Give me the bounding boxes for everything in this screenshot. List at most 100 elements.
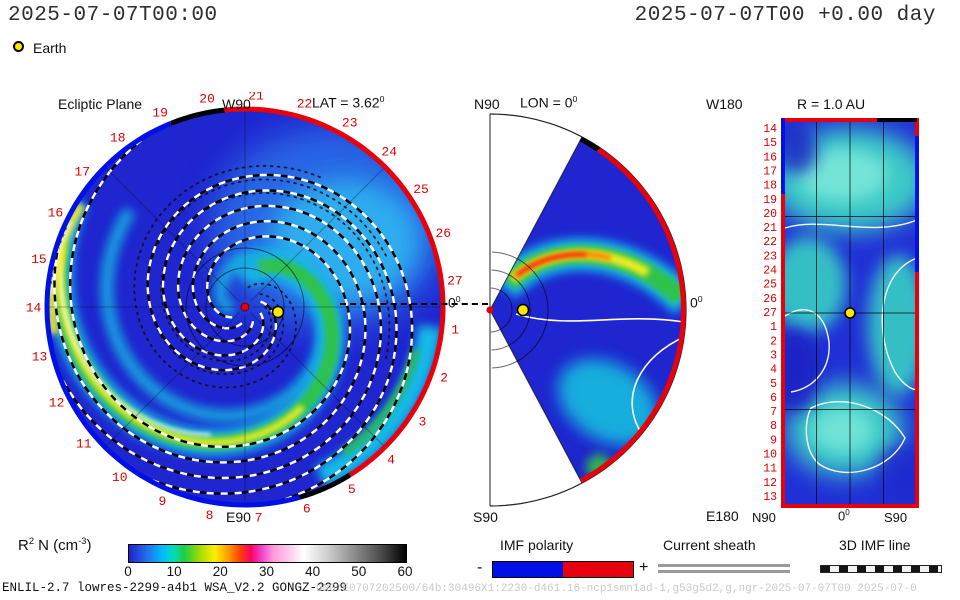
- radial-n90-label: N90: [752, 510, 776, 525]
- radial-zero-deg-label: 00: [838, 508, 850, 524]
- rotation-day-tick: 3: [418, 415, 426, 430]
- imf-polarity-label: IMF polarity: [500, 537, 574, 553]
- current-sheet-contour: [515, 313, 685, 323]
- rotation-day-tick: 23: [342, 116, 358, 131]
- rotation-day-tick: 14: [26, 301, 42, 316]
- radial-title: R = 1.0 AU: [797, 96, 866, 112]
- colorbar-ticks: 0 10 20 30 40 50 60: [124, 564, 412, 580]
- timestamp-right: 2025-07-07T00 +0.00 day: [634, 4, 936, 27]
- rotation-day-tick: 24: [381, 145, 397, 160]
- imf-dotted-line: [133, 164, 321, 389]
- rotation-day-tick: 1: [451, 323, 459, 338]
- imf-3d-line: [53, 174, 367, 464]
- day-tick: 22: [763, 236, 777, 249]
- sun-marker: [486, 306, 494, 314]
- imf-dotted-line: [146, 178, 387, 376]
- earth-marker: [516, 303, 530, 317]
- grid-line: [250, 165, 387, 302]
- rotation-day-tick: 10: [112, 470, 128, 485]
- rotation-day-tick: 22: [297, 96, 313, 111]
- current-sheet-contour: [805, 400, 906, 473]
- day-tick: 3: [770, 350, 777, 363]
- imf-dotted-line: [160, 192, 391, 363]
- day-tick: 1: [770, 321, 777, 334]
- watermark-text: UN0:E0707202500/64b:30496X1:2230-d461.16…: [316, 583, 917, 595]
- rotation-day-tick: 25: [413, 182, 429, 197]
- rotation-day-tick: 9: [158, 494, 166, 509]
- imf-3d-line: [146, 173, 414, 506]
- day-tick: 12: [763, 477, 777, 490]
- day-tick: 17: [763, 166, 777, 179]
- current-sheath-icon: [658, 564, 790, 573]
- earth-marker: [271, 305, 285, 319]
- radial-s90-label: S90: [884, 510, 908, 525]
- current-sheet-contour: [784, 309, 830, 393]
- rotation-day-tick: 4: [387, 452, 395, 467]
- rotation-day-tick: 11: [76, 436, 92, 451]
- ecliptic-title: Ecliptic Plane: [58, 96, 143, 112]
- rotation-day-tick: 17: [74, 164, 90, 179]
- rotation-day-tick: 20: [199, 92, 215, 106]
- sun-marker: [240, 302, 250, 312]
- colorbar-tick: 20: [212, 564, 228, 579]
- colorbar-tick: 0: [124, 564, 132, 579]
- imf-polarity-bar: [492, 561, 634, 578]
- rotation-day-tick: 26: [435, 226, 451, 241]
- sun-earth-line: [340, 303, 488, 305]
- rotation-day-tick: 18: [110, 131, 126, 146]
- day-tick: 27: [763, 307, 777, 320]
- imf-line-icon: [820, 565, 942, 573]
- meridional-n90-label: N90: [474, 96, 500, 112]
- imf-minus-sign: -: [477, 559, 483, 576]
- current-sheath-label: Current sheath: [663, 537, 756, 553]
- current-sheet-contour: [881, 257, 916, 391]
- day-tick: 9: [770, 434, 777, 447]
- colorbar-tick: 10: [166, 564, 182, 579]
- imf-3d-line: [46, 204, 383, 480]
- meridional-s90-label: S90: [473, 509, 498, 525]
- radial-surface-plot: 1415161718192021222324252627123456789101…: [763, 118, 919, 508]
- imf-positive-boundary: [579, 147, 687, 484]
- timestamp-left: 2025-07-07T00:00: [8, 4, 218, 27]
- day-tick: 26: [763, 293, 777, 306]
- meridional-plane-plot: [486, 113, 687, 507]
- rotation-day-tick: 12: [49, 395, 65, 410]
- day-tick: 7: [770, 406, 777, 419]
- day-tick: 8: [770, 420, 777, 433]
- rotation-day-tick: 2: [440, 371, 448, 386]
- day-tick: 25: [763, 279, 777, 292]
- grid-line: [103, 312, 240, 449]
- day-tick: 13: [763, 491, 777, 504]
- model-version-text: ENLIL-2.7 lowres-2299-a4b1 WSA_V2.2 GONG…: [2, 581, 348, 595]
- day-tick: 10: [763, 449, 777, 462]
- imf-3d-line: [68, 108, 352, 449]
- day-tick: 5: [770, 378, 777, 391]
- day-tick: 11: [763, 463, 777, 476]
- rotation-day-tick: 21: [248, 92, 264, 103]
- ecliptic-lat-label: LAT = 3.620: [312, 94, 385, 111]
- ecliptic-e90-label: E90: [226, 509, 251, 525]
- earth-marker: [844, 307, 856, 319]
- meridional-heatmap: [490, 137, 685, 483]
- colorbar-tick: 40: [305, 564, 321, 579]
- grid-line: [103, 165, 240, 302]
- meridional-zero-deg-label: 00: [690, 294, 703, 311]
- rotation-day-tick: 27: [447, 274, 463, 289]
- radial-e180-label: E180: [706, 508, 739, 524]
- day-tick: 14: [763, 123, 777, 136]
- day-tick: 16: [763, 151, 777, 164]
- radial-w180-label: W180: [706, 96, 743, 112]
- day-tick: 20: [763, 208, 777, 221]
- density-colorbar: [128, 544, 407, 563]
- day-tick: 4: [770, 364, 777, 377]
- imf-negative-swatch: [493, 562, 563, 577]
- rotation-day-tick: 15: [31, 252, 47, 267]
- imf-3d-line: [87, 189, 398, 495]
- rotation-day-tick: 7: [255, 511, 263, 526]
- colorbar-label: R2 N (cm-3): [18, 536, 92, 554]
- earth-legend-label: Earth: [33, 40, 67, 56]
- colorbar-tick: 60: [397, 564, 413, 579]
- day-tick: 23: [763, 250, 777, 263]
- ecliptic-zero-deg-label: 00: [448, 294, 461, 311]
